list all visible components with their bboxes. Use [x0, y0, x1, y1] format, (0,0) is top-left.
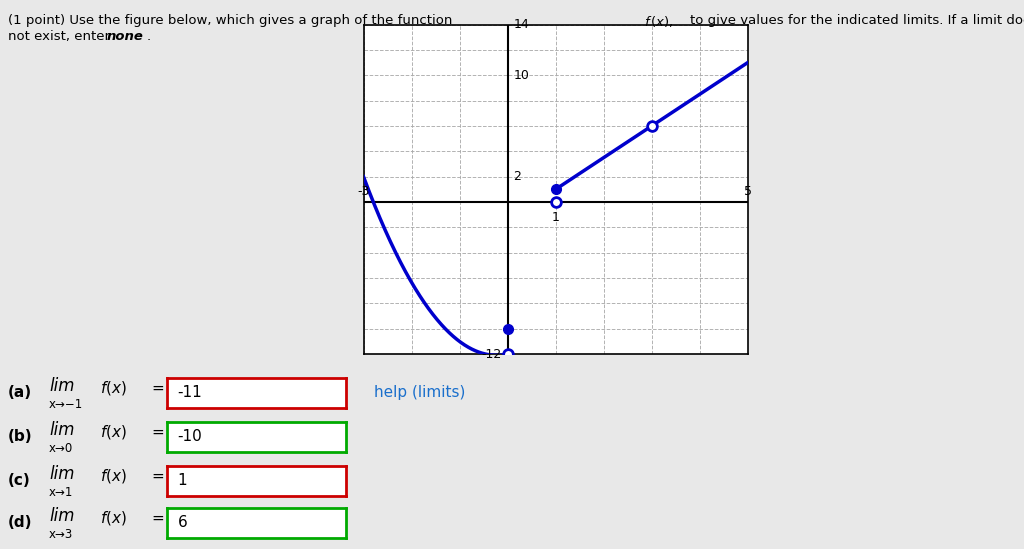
Text: $f(x)$: $f(x)$	[100, 509, 127, 527]
Text: -12: -12	[481, 348, 502, 361]
Text: help (limits): help (limits)	[374, 385, 465, 400]
Text: 6: 6	[178, 516, 187, 530]
Text: 2: 2	[513, 170, 521, 183]
Text: =: =	[152, 380, 164, 396]
Text: x→0: x→0	[49, 442, 74, 455]
Text: (d): (d)	[8, 515, 33, 530]
Text: to give values for the indicated limits. If a limit does: to give values for the indicated limits.…	[690, 14, 1024, 27]
Text: =: =	[152, 468, 164, 484]
Text: =: =	[152, 511, 164, 526]
Text: $f(x)$: $f(x)$	[100, 379, 127, 397]
Text: none: none	[106, 30, 143, 43]
Text: $f(x)$: $f(x)$	[100, 423, 127, 441]
Text: $f\,(x),$: $f\,(x),$	[644, 14, 674, 29]
Text: x→1: x→1	[49, 486, 74, 499]
Text: lim: lim	[49, 465, 75, 483]
Text: (c): (c)	[8, 473, 31, 488]
Text: .: .	[146, 30, 151, 43]
Text: -11: -11	[178, 385, 203, 400]
Text: lim: lim	[49, 507, 75, 525]
Text: 14: 14	[513, 18, 529, 31]
Text: =: =	[152, 424, 164, 440]
Text: -10: -10	[178, 429, 203, 444]
Text: 5: 5	[743, 185, 752, 198]
Text: not exist, enter: not exist, enter	[8, 30, 115, 43]
Text: (a): (a)	[8, 385, 33, 400]
Text: lim: lim	[49, 377, 75, 395]
Text: 10: 10	[513, 69, 529, 82]
Text: -3: -3	[357, 185, 370, 198]
Text: lim: lim	[49, 421, 75, 439]
Text: x→3: x→3	[49, 528, 74, 541]
Text: 1: 1	[552, 211, 559, 224]
Text: $f(x)$: $f(x)$	[100, 467, 127, 485]
Text: 1: 1	[178, 473, 187, 488]
Text: (1 point) Use the figure below, which gives a graph of the function: (1 point) Use the figure below, which gi…	[8, 14, 457, 27]
Text: x→−1: x→−1	[49, 398, 83, 411]
Text: (b): (b)	[8, 429, 33, 444]
